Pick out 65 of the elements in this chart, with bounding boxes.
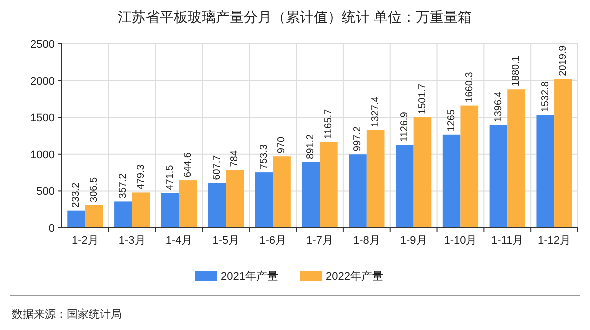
bar bbox=[114, 202, 132, 228]
bar bbox=[349, 154, 367, 228]
data-label: 753.3 bbox=[258, 144, 270, 170]
x-tick-label: 1-8月 bbox=[353, 235, 380, 247]
data-label: 233.2 bbox=[71, 182, 82, 208]
data-label: 357.2 bbox=[118, 173, 130, 199]
data-label: 891.2 bbox=[306, 134, 317, 160]
y-tick-label: 1500 bbox=[30, 112, 55, 125]
data-label: 471.5 bbox=[165, 164, 176, 190]
legend-label: 2022年产量 bbox=[326, 270, 384, 283]
bar bbox=[396, 145, 414, 228]
bar bbox=[460, 106, 479, 228]
source-note: 数据来源：国家统计局 bbox=[12, 308, 122, 321]
data-label: 479.3 bbox=[136, 164, 147, 190]
bar bbox=[208, 183, 226, 228]
bar bbox=[490, 125, 508, 228]
bar bbox=[508, 90, 526, 228]
chart-title: 江苏省平板玻璃产量分月（累计值）统计 单位：万重量箱 bbox=[118, 9, 472, 25]
x-tick-label: 1-5月 bbox=[212, 235, 240, 247]
bar bbox=[414, 117, 432, 228]
bar bbox=[85, 205, 104, 228]
bar bbox=[179, 180, 198, 228]
data-label: 306.5 bbox=[89, 176, 100, 202]
x-tick-label: 1-11月 bbox=[492, 235, 524, 247]
data-label: 970 bbox=[276, 136, 288, 154]
data-label: 1501.7 bbox=[417, 83, 428, 114]
x-tick-label: 1-12月 bbox=[538, 235, 572, 247]
bar bbox=[320, 142, 338, 228]
data-label: 1532.8 bbox=[540, 81, 552, 112]
x-tick-label: 1-4月 bbox=[166, 235, 193, 247]
data-label: 2019.9 bbox=[558, 45, 570, 76]
x-tick-label: 1-10月 bbox=[444, 235, 478, 247]
x-tick-label: 1-7月 bbox=[306, 235, 334, 247]
x-tick-label: 1-9月 bbox=[400, 235, 428, 247]
data-label: 784 bbox=[230, 150, 241, 168]
y-tick-label: 500 bbox=[36, 186, 55, 198]
data-label: 1396.4 bbox=[493, 91, 504, 122]
x-tick-label: 1-2月 bbox=[72, 235, 99, 247]
x-tick-label: 1-3月 bbox=[118, 235, 146, 247]
data-label: 997.2 bbox=[352, 126, 364, 152]
bar bbox=[132, 192, 150, 228]
legend-label: 2021年产量 bbox=[221, 270, 278, 283]
bar bbox=[536, 115, 555, 228]
data-label: 1165.7 bbox=[324, 108, 335, 140]
bar bbox=[68, 210, 86, 228]
bar bbox=[302, 162, 320, 228]
x-tick-label: 1-6月 bbox=[260, 235, 287, 247]
y-tick-label: 2500 bbox=[30, 39, 55, 51]
bar bbox=[442, 134, 461, 228]
bar bbox=[226, 170, 244, 228]
y-tick-label: 2000 bbox=[30, 76, 55, 88]
bar bbox=[273, 156, 291, 228]
y-tick-label: 0 bbox=[48, 223, 55, 235]
bar bbox=[255, 172, 274, 228]
data-label: 1126.9 bbox=[400, 112, 411, 142]
data-label: 1880.1 bbox=[511, 56, 522, 87]
data-label: 607.7 bbox=[212, 154, 223, 180]
data-label: 1265 bbox=[446, 109, 458, 132]
data-label: 1327.4 bbox=[370, 96, 382, 128]
bar bbox=[366, 130, 385, 228]
bar bbox=[554, 79, 572, 228]
bar bbox=[161, 193, 180, 228]
data-label: 1660.3 bbox=[464, 72, 476, 103]
y-tick-label: 1000 bbox=[30, 149, 55, 162]
data-label: 644.6 bbox=[182, 152, 194, 178]
